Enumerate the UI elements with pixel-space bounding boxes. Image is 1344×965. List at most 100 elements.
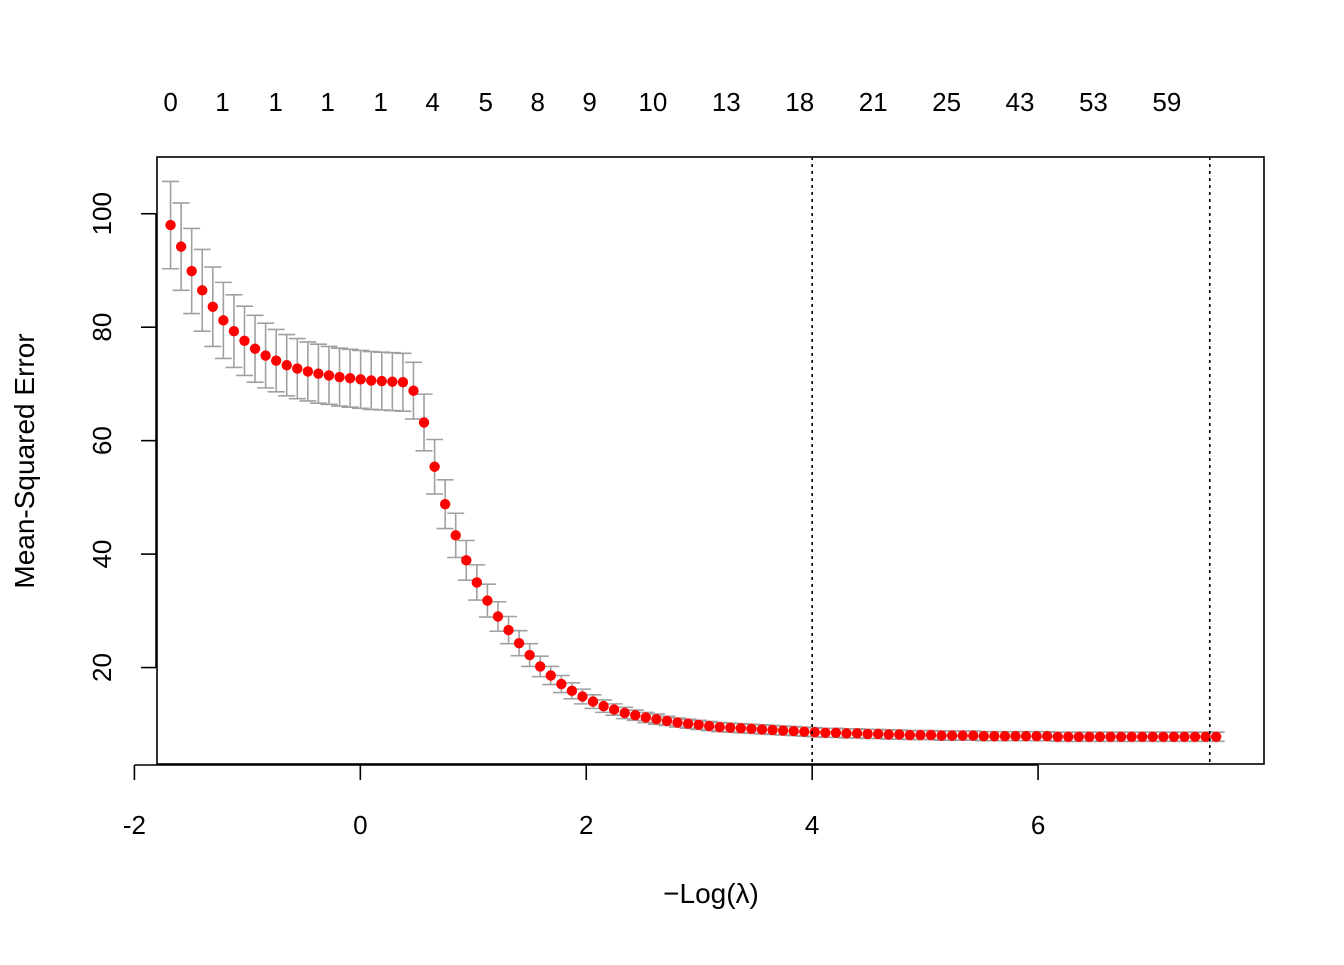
mse-point bbox=[830, 727, 842, 738]
mse-point bbox=[756, 724, 768, 735]
mse-point bbox=[999, 731, 1011, 742]
top-axis-label: 18 bbox=[785, 87, 814, 117]
mse-point bbox=[872, 728, 884, 740]
x-tick-label: -2 bbox=[123, 810, 146, 840]
mse-point bbox=[672, 717, 683, 728]
mse-point bbox=[302, 366, 314, 377]
mse-point bbox=[270, 355, 282, 366]
mse-point bbox=[535, 661, 546, 672]
mse-point bbox=[355, 374, 366, 385]
top-axis-label: 25 bbox=[932, 87, 961, 117]
mse-point bbox=[239, 335, 250, 347]
mse-point bbox=[820, 727, 831, 738]
mse-point bbox=[1105, 731, 1116, 742]
mse-point bbox=[946, 730, 958, 741]
mse-point bbox=[630, 710, 641, 721]
mse-point bbox=[292, 363, 303, 374]
mse-point bbox=[387, 376, 398, 387]
top-axis-label: 9 bbox=[582, 87, 596, 117]
mse-point bbox=[968, 730, 979, 741]
errorbars-layer bbox=[162, 180, 1225, 743]
x-tick-label: 4 bbox=[805, 810, 819, 840]
mse-point bbox=[524, 649, 535, 661]
mse-point bbox=[725, 722, 736, 733]
top-axis-label: 59 bbox=[1152, 87, 1181, 117]
mse-point bbox=[651, 713, 662, 725]
mse-point bbox=[1041, 731, 1053, 742]
mse-point bbox=[1179, 731, 1190, 742]
mse-point bbox=[397, 377, 409, 388]
mse-point bbox=[809, 727, 821, 738]
mse-point bbox=[1137, 731, 1148, 742]
mse-point bbox=[175, 241, 187, 252]
mse-point bbox=[260, 350, 271, 361]
mse-point bbox=[513, 637, 525, 649]
mse-point bbox=[915, 729, 926, 741]
mse-point bbox=[587, 696, 599, 707]
mse-point bbox=[1052, 731, 1063, 742]
x-tick-label: 2 bbox=[579, 810, 593, 840]
mse-point bbox=[376, 375, 387, 387]
mse-point bbox=[1158, 731, 1169, 742]
top-axis-label: 4 bbox=[425, 87, 439, 117]
top-axis-label: 13 bbox=[712, 87, 741, 117]
mse-point bbox=[777, 725, 789, 736]
mse-point bbox=[545, 670, 556, 681]
mse-point bbox=[851, 728, 863, 739]
mse-point bbox=[186, 265, 197, 277]
mse-point bbox=[1115, 731, 1127, 742]
mse-point bbox=[788, 725, 799, 737]
mse-point bbox=[418, 417, 430, 428]
mse-point bbox=[249, 343, 261, 354]
mse-point bbox=[556, 678, 567, 690]
mse-point bbox=[1210, 731, 1222, 742]
mse-point bbox=[461, 555, 472, 566]
mse-point bbox=[1189, 731, 1201, 742]
y-tick-label: 40 bbox=[87, 540, 117, 569]
mse-point bbox=[1073, 731, 1085, 742]
y-tick-label: 80 bbox=[87, 313, 117, 342]
mse-point bbox=[1031, 731, 1042, 742]
y-axis-title: Mean-Squared Error bbox=[9, 333, 40, 588]
mse-point bbox=[1010, 731, 1021, 742]
top-axis-label: 43 bbox=[1006, 87, 1035, 117]
mse-point bbox=[197, 285, 208, 296]
mse-point bbox=[862, 728, 873, 740]
top-axis-label: 10 bbox=[638, 87, 667, 117]
mse-point bbox=[640, 712, 652, 723]
mse-point bbox=[883, 729, 894, 740]
top-axis-label: 5 bbox=[478, 87, 492, 117]
mse-point bbox=[767, 724, 778, 736]
mse-point bbox=[471, 577, 483, 588]
mse-point bbox=[978, 731, 990, 742]
mse-point bbox=[1168, 731, 1180, 742]
mse-point bbox=[704, 720, 715, 732]
mse-point bbox=[344, 373, 356, 384]
x-axis: -2 0 2 4 6 bbox=[123, 764, 1045, 840]
mse-point bbox=[799, 726, 810, 737]
x-tick-label: 0 bbox=[353, 810, 367, 840]
mse-point bbox=[366, 375, 377, 386]
mse-point bbox=[841, 728, 852, 739]
mse-point bbox=[323, 370, 335, 381]
mse-point bbox=[503, 624, 514, 636]
y-tick-label: 20 bbox=[87, 653, 117, 682]
mse-point bbox=[693, 719, 704, 731]
vlines-layer bbox=[811, 157, 1211, 764]
mse-point bbox=[482, 595, 493, 606]
x-tick-label: 6 bbox=[1031, 810, 1045, 840]
mse-point bbox=[429, 461, 440, 472]
mse-point bbox=[334, 371, 345, 383]
top-axis-label: 1 bbox=[373, 87, 387, 117]
mse-point bbox=[207, 301, 219, 312]
mse-point bbox=[1147, 731, 1158, 742]
mse-point bbox=[218, 315, 229, 326]
mse-point bbox=[492, 611, 504, 622]
mse-point bbox=[989, 731, 1000, 742]
mse-point bbox=[1094, 731, 1106, 742]
x-axis-title: −Log(λ) bbox=[663, 878, 759, 909]
mse-point bbox=[682, 718, 694, 729]
mse-point bbox=[608, 704, 620, 715]
